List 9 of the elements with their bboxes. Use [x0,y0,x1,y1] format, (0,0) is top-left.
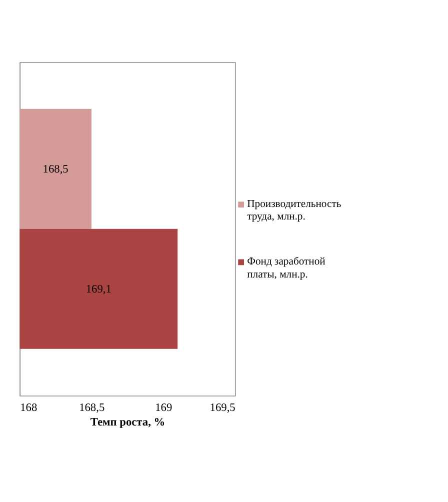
x-tick-label: 168 [20,402,38,414]
x-tick-label: 169,5 [210,402,236,414]
x-tick-label: 169 [155,402,172,414]
data-label: 169,1 [86,284,112,296]
legend-label: Фонд заработной платы, млн.р. [247,256,326,280]
data-label: 168,5 [42,164,69,176]
x-axis-title: Темп роста, % [90,416,166,429]
legend-label: Производительность труда, млн.р. [247,198,342,223]
x-tick-label: 168,5 [79,402,105,414]
